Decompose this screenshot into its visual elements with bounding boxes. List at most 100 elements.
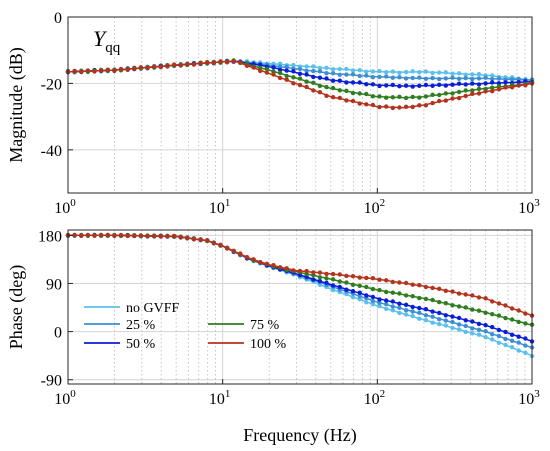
- data-point: [317, 90, 323, 95]
- data-point: [509, 306, 515, 311]
- data-point: [297, 273, 303, 278]
- data-point: [258, 68, 263, 74]
- data-point: [410, 75, 415, 81]
- data-point: [397, 301, 402, 306]
- data-point: [410, 104, 415, 110]
- data-point: [304, 64, 309, 69]
- data-point: [437, 317, 442, 322]
- data-point: [370, 82, 376, 87]
- data-point: [264, 70, 270, 75]
- data-point: [503, 336, 508, 342]
- data-point: [85, 68, 91, 73]
- data-point: [152, 233, 157, 238]
- data-point: [125, 67, 130, 73]
- data-point: [350, 295, 356, 300]
- data-point: [344, 88, 349, 94]
- data-point: [443, 91, 448, 96]
- data-point: [211, 60, 216, 65]
- data-point: [516, 334, 521, 339]
- data-point: [423, 313, 429, 318]
- data-point: [211, 240, 216, 246]
- data-point: [337, 284, 342, 290]
- data-point: [523, 321, 528, 326]
- data-point: [337, 95, 342, 101]
- data-point: [112, 68, 117, 73]
- data-point: [503, 303, 508, 308]
- data-point: [105, 232, 111, 238]
- data-point: [330, 78, 336, 83]
- data-point: [417, 70, 422, 75]
- data-point: [516, 319, 521, 325]
- data-point: [324, 271, 329, 277]
- data-point: [344, 280, 349, 285]
- x-axis-label: Frequency (Hz): [243, 425, 356, 446]
- data-point: [98, 68, 104, 73]
- data-point: [350, 282, 356, 287]
- data-point: [476, 332, 482, 337]
- data-point: [297, 76, 303, 81]
- data-point: [72, 232, 77, 238]
- data-point: [311, 68, 316, 74]
- data-point: [284, 77, 289, 82]
- data-point: [490, 332, 495, 337]
- data-point: [384, 95, 389, 100]
- data-point: [105, 67, 111, 72]
- data-point: [284, 73, 289, 79]
- data-point: [330, 71, 336, 76]
- data-point: [423, 82, 429, 88]
- data-point: [430, 100, 435, 106]
- grid: [68, 230, 532, 384]
- data-point: [463, 72, 468, 77]
- data-point: [443, 70, 448, 75]
- data-point: [384, 278, 389, 283]
- data-point: [417, 310, 422, 315]
- data-point: [344, 273, 349, 279]
- data-point: [337, 272, 342, 277]
- data-point: [417, 75, 422, 80]
- data-point: [284, 68, 289, 73]
- data-point: [437, 310, 442, 316]
- data-point: [483, 89, 488, 94]
- plot-title: Yqq: [93, 26, 121, 56]
- data-point: [224, 246, 230, 251]
- data-point: [476, 321, 482, 327]
- data-point: [364, 73, 369, 78]
- data-point: [311, 277, 316, 282]
- data-point: [410, 294, 415, 299]
- data-point: [456, 81, 462, 86]
- data-point: [430, 75, 435, 81]
- data-point: [390, 75, 395, 80]
- data-point: [403, 302, 409, 307]
- data-point: [258, 260, 263, 265]
- data-point: [165, 63, 170, 69]
- data-point: [264, 66, 270, 72]
- data-point: [390, 279, 395, 285]
- x-tick-label: 101: [209, 388, 231, 408]
- data-point: [330, 271, 336, 277]
- data-point: [304, 272, 309, 277]
- data-point: [509, 345, 515, 350]
- data-point: [185, 235, 190, 240]
- data-point: [403, 104, 409, 110]
- grid: [68, 16, 532, 193]
- data-point: [304, 79, 309, 84]
- data-point: [324, 65, 329, 71]
- data-point: [430, 320, 435, 325]
- data-point: [350, 289, 356, 294]
- legend-item: 50 %: [84, 337, 156, 352]
- data-point: [291, 75, 296, 80]
- data-point: [490, 312, 495, 317]
- data-point: [397, 305, 402, 310]
- data-point: [364, 300, 369, 305]
- data-point: [344, 98, 349, 103]
- data-point: [443, 98, 448, 103]
- data-point: [92, 233, 97, 238]
- data-point: [496, 340, 502, 345]
- data-point: [297, 82, 303, 88]
- data-point: [390, 82, 395, 88]
- data-point: [483, 296, 488, 301]
- data-point: [304, 72, 309, 77]
- data-point: [430, 297, 435, 303]
- data-point: [297, 268, 303, 274]
- data-point: [443, 288, 448, 293]
